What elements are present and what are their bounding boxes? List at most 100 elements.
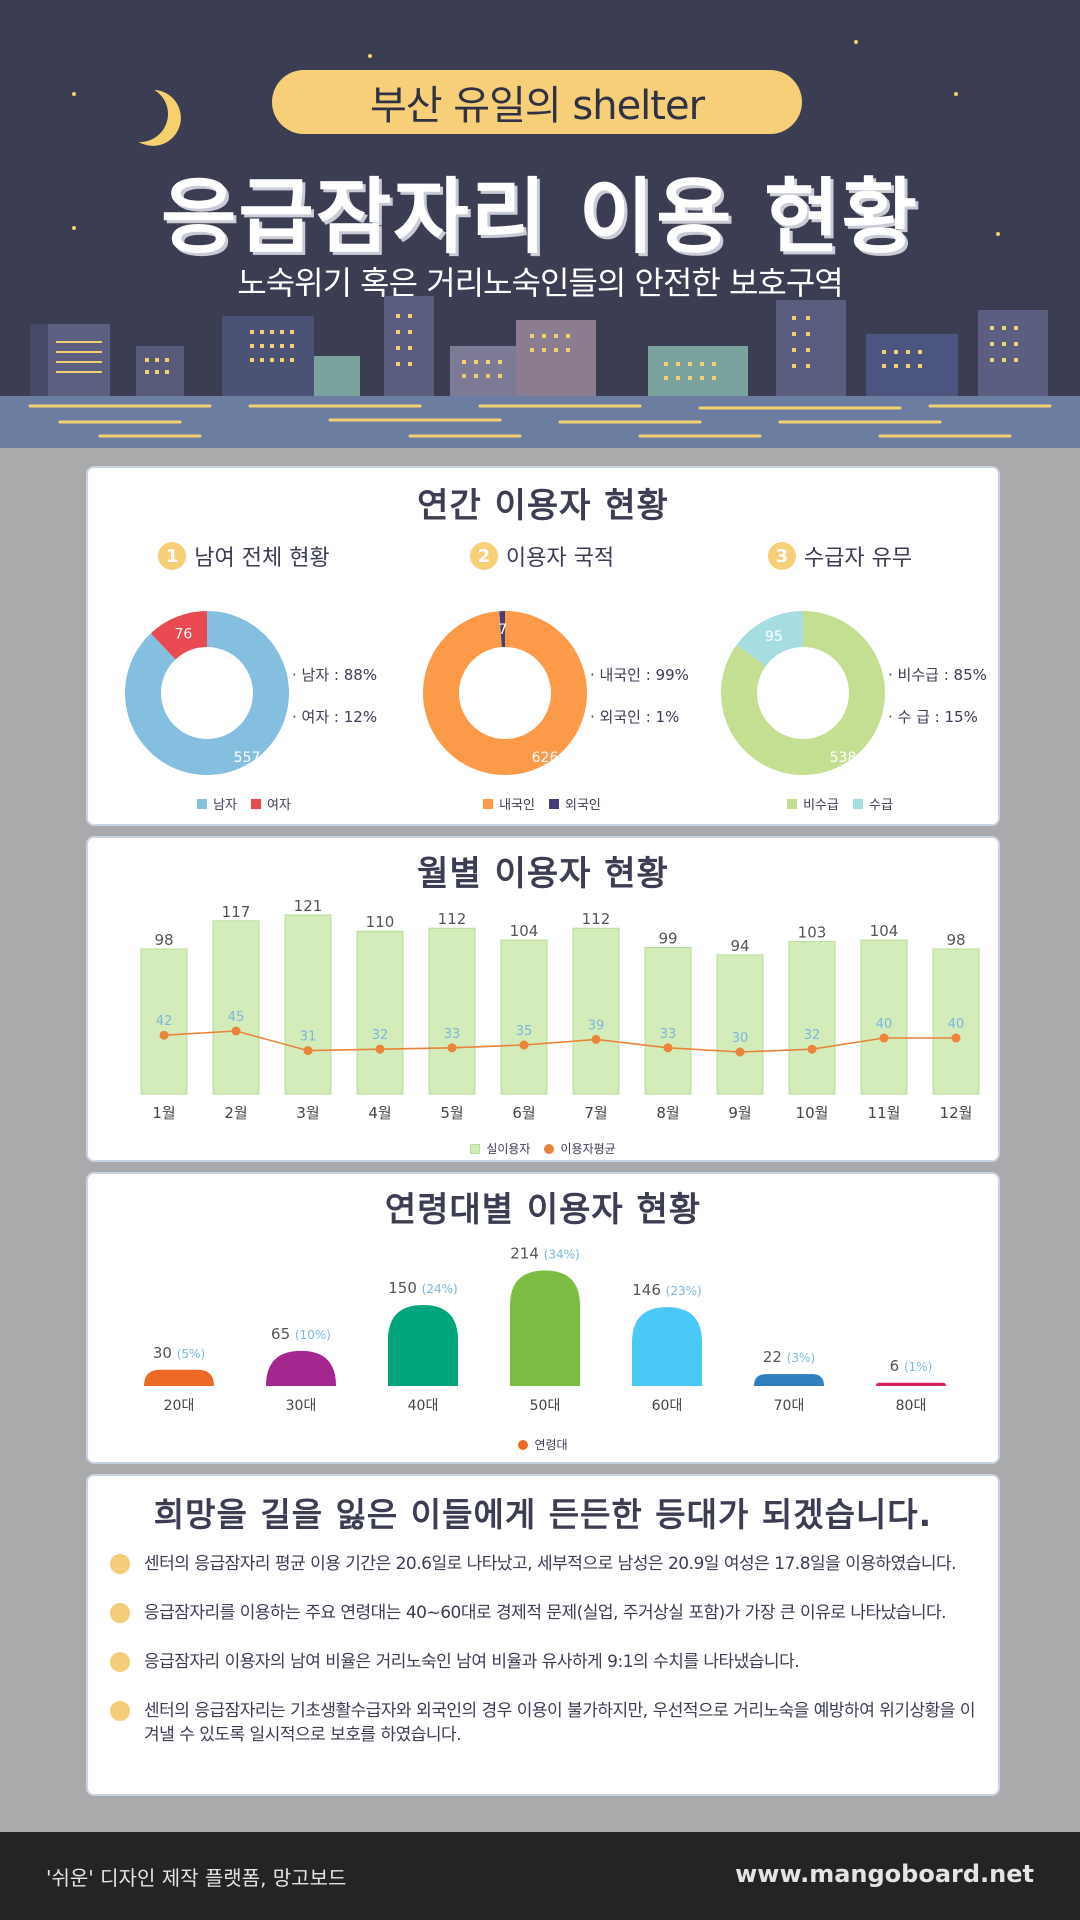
average-value-label: 31 [300, 1030, 317, 1045]
age-bar-chart: 30 (5%) 20대 65 (10%) 30대 150 (24%) 40대 214 (34… [144, 1244, 946, 1414]
age-bar [388, 1305, 458, 1386]
average-value-label: 40 [948, 1017, 965, 1032]
monthly-legend: 실이용자 이용자평균 [88, 1140, 998, 1157]
age-bar-value-label: 214 (34%) [510, 1244, 579, 1262]
donut-value-label: 626 [532, 750, 559, 766]
monthly-bar [500, 939, 548, 1095]
page-title: 응급잠자리 이용 현황 [160, 170, 920, 265]
conclusion-card: 희망을 길을 잃은 이들에게 든든한 등대가 되겠습니다. 센터의 응급잠자리 … [86, 1474, 1000, 1796]
average-series-line [163, 1030, 956, 1053]
donut-value-label: 95 [765, 629, 783, 645]
monthly-bar-value-label: 112 [582, 910, 611, 928]
legend-item-age: 연령대 [534, 1438, 568, 1452]
average-value-label: 30 [732, 1031, 749, 1046]
footer: '쉬운' 디자인 제작 플랫폼, 망고보드 www.mangoboard.net [0, 1832, 1080, 1920]
monthly-category-label: 4월 [368, 1104, 391, 1122]
age-bar-value-label: 146 (23%) [632, 1281, 701, 1299]
donut-value-label: 7 [498, 622, 507, 638]
age-category-label: 50대 [530, 1398, 561, 1414]
star-decoration [996, 232, 1000, 236]
average-point [663, 1043, 673, 1053]
age-category-label: 30대 [286, 1398, 317, 1414]
monthly-category-label: 1월 [152, 1104, 175, 1122]
monthly-bar [572, 927, 620, 1095]
list-item: 응급잠자리를 이용하는 주요 연령대는 40~60대로 경제적 문제(실업, 주… [110, 1601, 990, 1625]
monthly-bar-value-label: 98 [154, 931, 173, 949]
bullet-dot-icon [110, 1652, 130, 1672]
average-value-label: 39 [588, 1018, 605, 1033]
annual-title: 연간 이용자 현황 [417, 486, 669, 526]
monthly-category-label: 8월 [656, 1104, 679, 1122]
donut-slice [423, 611, 587, 775]
number-badge: 2 [469, 542, 498, 570]
list-item: 센터의 응급잠자리 평균 이용 기간은 20.6일로 나타났고, 세부적으로 남… [110, 1552, 990, 1576]
star-decoration [72, 92, 76, 96]
star-decoration [954, 92, 958, 96]
average-value-label: 32 [372, 1028, 389, 1043]
age-bar [876, 1382, 946, 1386]
average-value-label: 32 [804, 1028, 821, 1043]
age-bar-value-label: 6 (1%) [890, 1357, 933, 1375]
average-point [951, 1033, 961, 1043]
monthly-bar-value-label: 94 [730, 937, 749, 955]
annual-users-card: 연간 이용자 현황 1 남여 전체 현황 557 76 · 남자 : 88% · … [86, 466, 1000, 826]
footer-credit: '쉬운' 디자인 제작 플랫폼, 망고보드 [46, 1866, 347, 1890]
recipient-heading-label: 수급자 유무 [803, 546, 913, 571]
monthly-category-label: 3월 [296, 1104, 319, 1122]
monthly-category-label: 7월 [584, 1104, 607, 1122]
domestic-percent: · 내국인 : 99% [590, 666, 689, 684]
footer-website-link[interactable]: www.mangoboard.net [735, 1860, 1034, 1888]
average-value-label: 40 [876, 1017, 893, 1032]
donut-slice [150, 611, 207, 660]
age-bar-value-label: 30 (5%) [153, 1344, 205, 1362]
city-skyline [0, 296, 1080, 448]
bullet-dot-icon [110, 1554, 130, 1574]
average-point [591, 1034, 601, 1044]
legend-item-domestic: 내국인 [483, 794, 535, 813]
nonrecipient-percent: · 비수급 : 85% [888, 666, 987, 684]
average-value-label: 33 [660, 1027, 677, 1042]
moon-icon [108, 82, 173, 147]
nationality-donut-block: 2 이용자 국적 626 7 · 내국인 : 99% · 외국인 : 1% 내국인… [392, 468, 692, 828]
conclusion-list: 센터의 응급잠자리 평균 이용 기간은 20.6일로 나타났고, 세부적으로 남… [110, 1552, 990, 1772]
monthly-bar-value-label: 104 [870, 922, 899, 940]
nationality-donut-chart: 626 7 [423, 611, 587, 775]
gender-heading: 1 남여 전체 현황 [94, 540, 394, 572]
star-decoration [368, 54, 372, 58]
age-bar-value-label: 150 (24%) [388, 1279, 457, 1297]
donut-slice [124, 611, 289, 775]
recipient-percent: · 수 급 : 15% [888, 708, 978, 726]
monthly-bar-value-label: 99 [658, 929, 677, 947]
age-category-label: 60대 [652, 1398, 683, 1414]
nationality-legend: 내국인 외국인 [392, 794, 692, 813]
monthly-bar-value-label: 121 [294, 898, 323, 915]
average-point [231, 1026, 241, 1036]
monthly-category-label: 5월 [440, 1104, 463, 1122]
monthly-bar-value-label: 112 [438, 910, 467, 928]
average-value-label: 42 [156, 1014, 173, 1029]
gender-legend: 남자 여자 [94, 794, 394, 813]
recipient-donut-chart: 538 95 [721, 611, 885, 775]
monthly-bar [212, 920, 260, 1095]
monthly-bar-value-label: 110 [366, 913, 395, 931]
list-item: 응급잠자리 이용자의 남여 비율은 거리노숙인 남여 비율과 유사하게 9:1의… [110, 1650, 990, 1674]
age-bar [632, 1307, 702, 1386]
monthly-bar [860, 939, 908, 1095]
monthly-bar [644, 946, 692, 1095]
age-bar [754, 1374, 824, 1386]
age-users-card: 연령대별 이용자 현황 30 (5%) 20대 65 (10%) 30대 150 (24… [86, 1172, 1000, 1464]
age-bar [266, 1350, 336, 1386]
bullet-dot-icon [110, 1603, 130, 1623]
legend-item-actual-users: 실이용자 [470, 1140, 530, 1157]
gender-heading-label: 남여 전체 현황 [194, 546, 330, 571]
monthly-category-label: 12월 [940, 1104, 973, 1122]
foreign-percent: · 외국인 : 1% [590, 708, 680, 726]
age-title: 연령대별 이용자 현황 [384, 1190, 702, 1230]
monthly-title: 월별 이용자 현황 [417, 854, 669, 894]
donut-value-label: 557 [234, 750, 261, 766]
age-category-label: 20대 [164, 1398, 195, 1414]
average-point [879, 1033, 889, 1043]
age-bar-value-label: 65 (10%) [271, 1325, 331, 1343]
recipient-donut-block: 3 수급자 유무 538 95 · 비수급 : 85% · 수 급 : 15% 비… [690, 468, 990, 828]
legend-item-nonrecipient: 비수급 [787, 794, 839, 813]
